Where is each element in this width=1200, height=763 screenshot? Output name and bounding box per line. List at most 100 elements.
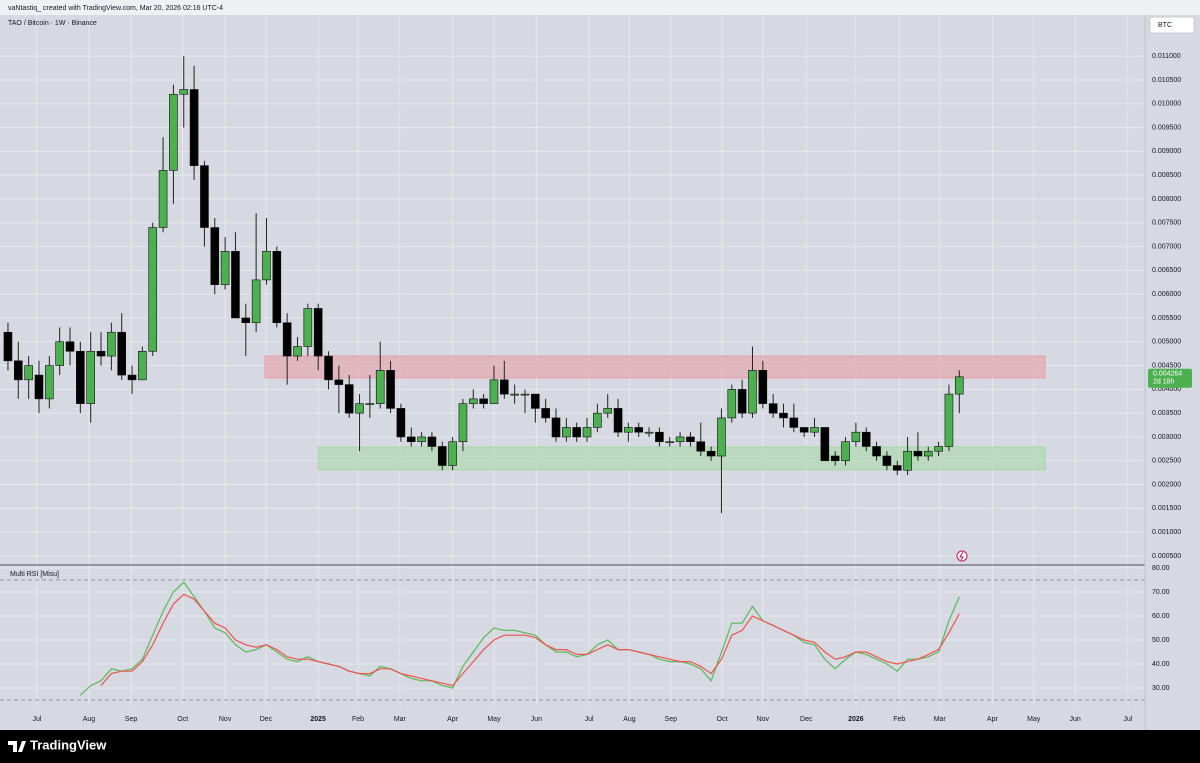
candle-body — [355, 403, 364, 414]
candle-body — [799, 427, 809, 433]
candle-body — [582, 427, 592, 438]
y-tick-label: 40.00 — [1152, 661, 1170, 668]
candle-body — [406, 436, 416, 443]
candle-body — [500, 379, 509, 395]
symbol-title: TAO / Bitcoin · 1W · Binance — [8, 20, 97, 27]
candle-body — [24, 365, 33, 381]
candle-body — [531, 393, 540, 409]
candle-body — [489, 379, 499, 404]
alert-icon[interactable] — [956, 550, 968, 562]
candle-body — [861, 431, 871, 447]
y-tick-label: 0.001500 — [1152, 505, 1181, 512]
x-tick-label: Feb — [893, 716, 905, 723]
x-tick-label: Dec — [800, 716, 813, 723]
candle-body — [779, 412, 788, 419]
candle-body — [262, 251, 271, 281]
x-tick-label: Nov — [219, 716, 232, 723]
y-tick-label: 70.00 — [1152, 589, 1170, 596]
candle-body — [96, 350, 106, 357]
top-strip — [0, 0, 1200, 15]
candle-body — [903, 450, 912, 471]
y-tick-label: 0.004000 — [1152, 386, 1181, 393]
candle-body — [593, 412, 602, 428]
countdown: 2d 18h — [1153, 379, 1175, 386]
candle-body — [634, 427, 644, 433]
candle-body — [14, 360, 23, 381]
candle-body — [934, 446, 943, 452]
candle-body — [3, 331, 13, 362]
candle-body — [148, 227, 158, 352]
y-tick-label: 30.00 — [1152, 685, 1170, 692]
candle-body — [624, 427, 633, 433]
currency-box[interactable] — [1149, 16, 1195, 34]
y-tick-label: 0.002000 — [1152, 481, 1181, 488]
y-tick-label: 60.00 — [1152, 613, 1170, 620]
y-tick-label: 0.006000 — [1152, 291, 1181, 298]
candle-body — [65, 341, 75, 352]
candle-body — [665, 441, 675, 444]
candle-body — [520, 393, 530, 396]
credit: vaNtastiq_ created with TradingView.com,… — [8, 5, 223, 12]
candle-body — [427, 436, 437, 447]
candle-body — [613, 408, 623, 433]
x-tick-label: Oct — [177, 716, 188, 723]
candle-body — [282, 322, 292, 357]
y-tick-label: 0.004500 — [1152, 362, 1181, 369]
candle-body — [313, 308, 323, 357]
y-tick-label: 0.008500 — [1152, 172, 1181, 179]
x-tick-label: Nov — [757, 716, 770, 723]
x-tick-label: Jul — [585, 716, 594, 723]
candle-body — [479, 398, 488, 404]
x-tick-label: May — [1027, 716, 1041, 723]
candle-body — [158, 170, 168, 228]
y-tick-label: 0.000500 — [1152, 553, 1181, 560]
candle-body — [86, 350, 95, 404]
rsi-line — [79, 581, 960, 696]
candle-body — [541, 408, 550, 419]
candle-body — [572, 427, 581, 438]
x-tick-label: Aug — [83, 716, 96, 723]
candle-body — [748, 370, 757, 414]
candle-body — [272, 251, 282, 324]
y-tick-label: 50.00 — [1152, 637, 1170, 644]
candle-body — [789, 417, 799, 428]
y-tick-label: 80.00 — [1152, 565, 1170, 572]
zone — [317, 446, 1046, 471]
alert-bolt — [959, 551, 964, 561]
y-tick-label: 0.009000 — [1152, 148, 1181, 155]
price-label: 0.004264 — [1153, 371, 1182, 378]
y-tick-label: 0.005500 — [1152, 315, 1181, 322]
x-tick-label: Sep — [125, 716, 138, 723]
currency: BTC — [1158, 22, 1172, 29]
candle-body — [737, 389, 747, 414]
x-tick-label: 2025 — [310, 716, 326, 723]
candle-body — [872, 446, 881, 457]
candle-body — [820, 427, 830, 462]
x-tick-label: Mar — [394, 716, 407, 723]
candle-body — [45, 365, 54, 400]
x-tick-label: Aug — [623, 716, 636, 723]
candle-body — [334, 379, 344, 385]
candle-body — [344, 384, 354, 414]
candle-body — [386, 370, 395, 409]
candle-body — [375, 370, 385, 404]
candle-body — [34, 374, 44, 400]
y-tick-label: 0.003000 — [1152, 434, 1181, 441]
candle-body — [231, 251, 240, 319]
candle-body — [76, 350, 85, 404]
candle-body — [717, 417, 726, 457]
y-tick-label: 0.011000 — [1152, 53, 1181, 60]
candle-body — [396, 408, 406, 438]
price-label-box — [1148, 368, 1192, 388]
footer — [0, 730, 1200, 763]
candle-body — [179, 89, 189, 95]
brand-logo — [8, 741, 26, 752]
candle-body — [758, 370, 768, 404]
y-tick-label: 0.008000 — [1152, 196, 1181, 203]
candle-body — [189, 89, 199, 166]
candle-body — [303, 308, 313, 347]
candle-body — [551, 417, 561, 438]
candle-body — [851, 431, 861, 443]
candle-body — [169, 93, 178, 171]
